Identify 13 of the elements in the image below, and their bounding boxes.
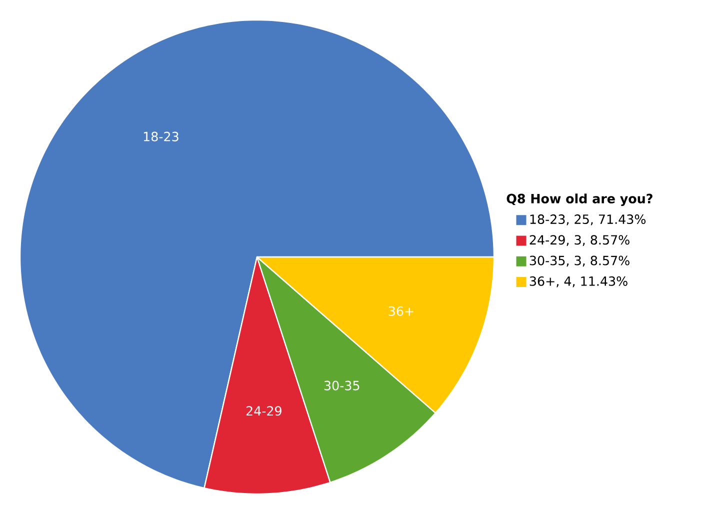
slice-label: 18-23 [144,132,178,142]
data-label: , 25, 71.43% [566,214,646,226]
data-label: , 3, 8.57% [566,235,630,246]
legend-label: 36+ [530,276,554,286]
legend-label: 24-29 [530,235,565,245]
legend-label: 18-23 [530,214,565,224]
data-label: , 4, 11.43% [556,276,628,288]
slice-label: 36+ [388,306,414,316]
data-label: , 3, 8.57% [566,256,630,267]
slice-label: 30-35 [324,380,360,390]
legend-title: Q8 How old are you? [506,194,652,206]
slice-label: 24-29 [246,406,282,416]
legend-label: 30-35 [530,256,565,266]
